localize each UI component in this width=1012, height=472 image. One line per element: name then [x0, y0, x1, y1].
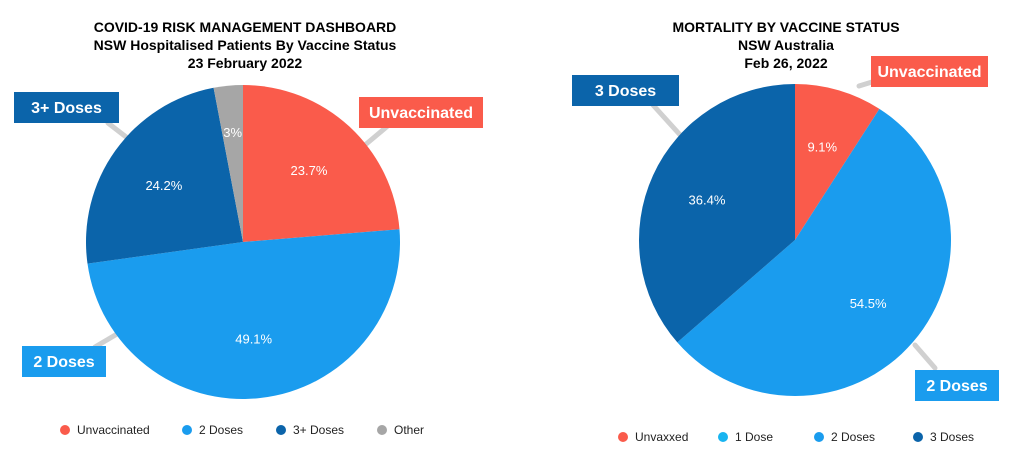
pie-slice-2-doses: [677, 108, 951, 396]
slice-label-unvaccinated: 23.7%: [291, 163, 328, 178]
legend-label-2-doses: 2 Doses: [199, 423, 243, 437]
callout-box-2-doses: [915, 370, 999, 401]
title-line-1: MORTALITY BY VACCINE STATUS: [672, 19, 900, 35]
legend-label-1-dose: 1 Dose: [735, 430, 773, 444]
legend-marker-1-dose: [718, 432, 728, 442]
pie-slice-unvaccinated: [243, 85, 400, 242]
callout-label-unvaccinated: Unvaccinated: [369, 105, 473, 122]
callout-label-unvaccinated: Unvaccinated: [877, 64, 981, 81]
legend: Unvaccinated 2 Doses 3+ Doses Other: [60, 423, 424, 437]
slice-label-2-doses: 54.5%: [850, 296, 887, 311]
title-line-3: 23 February 2022: [187, 55, 303, 71]
callout-label-2-doses: 2 Doses: [926, 378, 987, 395]
pie-slice-other: [213, 85, 243, 242]
callout-leader-3-doses: [650, 102, 685, 140]
mortality-chart-title: MORTALITY BY VACCINE STATUS NSW Australi…: [560, 18, 1012, 72]
callout-label-3plus-doses: 3+ Doses: [31, 100, 102, 117]
legend-marker-3-doses: [913, 432, 923, 442]
legend-marker-2-doses: [814, 432, 824, 442]
legend-label-unvaxxed: Unvaxxed: [635, 430, 688, 444]
hospitalised-chart-title: COVID-19 RISK MANAGEMENT DASHBOARD NSW H…: [0, 18, 490, 72]
legend: Unvaxxed 1 Dose 2 Doses 3 Doses: [618, 430, 974, 444]
legend-label-other: Other: [394, 423, 424, 437]
callout-leader-2-doses: [92, 331, 120, 350]
slice-label-3-doses: 36.4%: [689, 192, 726, 207]
callout-box-3plus-doses: [14, 92, 119, 123]
callout-label-3-doses: 3 Doses: [595, 83, 656, 100]
title-line-3: Feb 26, 2022: [744, 55, 828, 71]
legend-marker-2-doses: [182, 425, 192, 435]
slice-label-2-doses: 49.1%: [235, 331, 272, 346]
legend-marker-unvaccinated: [60, 425, 70, 435]
callout-box-2-doses: [22, 346, 106, 377]
legend-marker-other: [377, 425, 387, 435]
legend-label-3plus-doses: 3+ Doses: [293, 423, 344, 437]
title-line-1: COVID-19 RISK MANAGEMENT DASHBOARD: [93, 19, 397, 35]
pie-slice-unvaxxed: [795, 84, 880, 240]
slice-label-other: 3%: [223, 125, 242, 140]
pie-slices: [86, 85, 401, 400]
mortality-chart-panel: MORTALITY BY VACCINE STATUS NSW Australi…: [560, 0, 1012, 472]
pie-slices: [639, 84, 951, 396]
callout-box-unvaccinated: [871, 56, 988, 87]
legend-label-2-doses: 2 Doses: [831, 430, 875, 444]
legend-marker-3plus-doses: [276, 425, 286, 435]
pie-slice-3plus-doses: [86, 87, 243, 264]
slice-label-3plus-doses: 24.2%: [145, 178, 182, 193]
pie-slice-3-doses: [639, 84, 795, 343]
legend-marker-unvaxxed: [618, 432, 628, 442]
callout-box-unvaccinated: [359, 97, 483, 128]
hospitalised-pie-chart: 23.7% 49.1% 24.2% 3% Unvaccinated 2 Doses 3+ D…: [14, 85, 483, 437]
mortality-pie-chart: 9.1% 54.5% 36.4% Unvaccinated 2 Doses 3 Doses…: [572, 56, 999, 444]
callout-leader-2-doses: [912, 342, 938, 371]
hospitalised-chart-panel: COVID-19 RISK MANAGEMENT DASHBOARD NSW H…: [0, 0, 490, 472]
legend-label-3-doses: 3 Doses: [930, 430, 974, 444]
title-line-2: NSW Hospitalised Patients By Vaccine Sta…: [93, 37, 397, 53]
title-line-2: NSW Australia: [738, 37, 834, 53]
callout-box-3-doses: [572, 75, 679, 106]
legend-label-unvaccinated: Unvaccinated: [77, 423, 150, 437]
pie-slice-2-doses: [87, 229, 401, 400]
slice-label-unvaxxed: 9.1%: [807, 140, 837, 155]
callout-label-2-doses: 2 Doses: [33, 354, 94, 371]
